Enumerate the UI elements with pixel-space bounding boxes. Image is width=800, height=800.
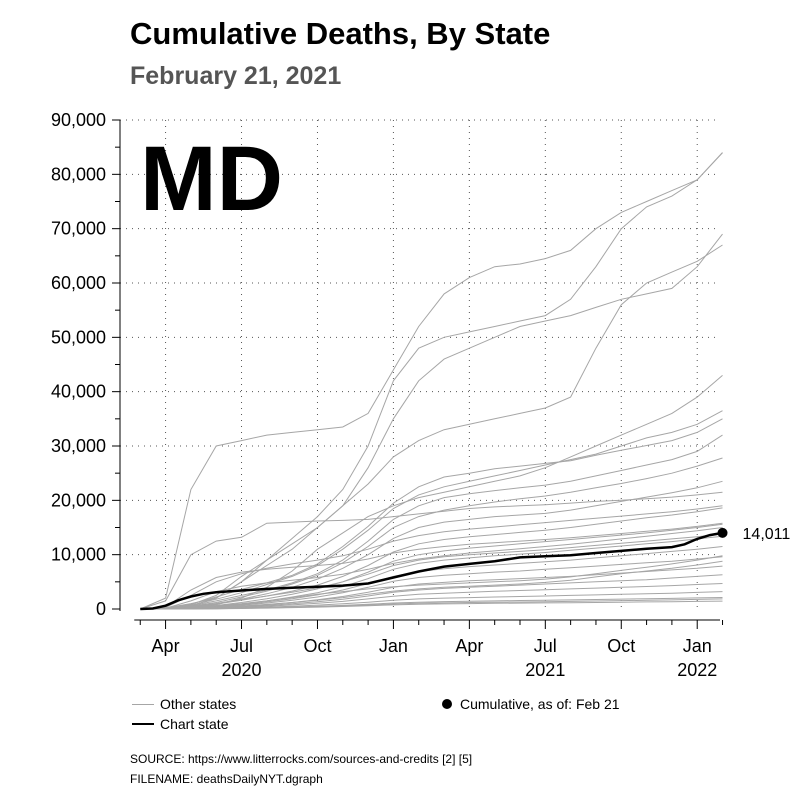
legend-chart-label: Chart state xyxy=(160,716,229,732)
series-line-state-29 xyxy=(140,598,723,610)
legend-chart-state: Chart state xyxy=(132,716,228,732)
y-tick-label: 40,000 xyxy=(51,382,106,402)
x-tick-label: Jan xyxy=(379,636,408,656)
series-line-state-18 xyxy=(140,533,723,610)
series-line-state-1 xyxy=(140,491,723,610)
x-tick-label: Jan xyxy=(683,636,712,656)
x-year-label: 2022 xyxy=(677,660,717,680)
series-line-state-20 xyxy=(140,556,723,610)
end-value-label: 14,011 xyxy=(743,526,791,543)
y-tick-label: 50,000 xyxy=(51,327,106,347)
y-tick-label: 30,000 xyxy=(51,436,106,456)
series-line-state-10 xyxy=(140,457,723,610)
legend-cumulative-label: Cumulative, as of: Feb 21 xyxy=(460,696,620,712)
legend-chart-swatch xyxy=(132,723,154,725)
end-point-marker xyxy=(717,527,728,538)
series-line-state-14 xyxy=(140,522,723,610)
x-tick-label: Jul xyxy=(534,636,557,656)
legend-other-label: Other states xyxy=(160,696,237,712)
series-line-state-17 xyxy=(140,535,723,610)
series-line-state-27 xyxy=(140,555,723,610)
series-line-state-9 xyxy=(140,434,723,610)
y-tick-label: 0 xyxy=(96,599,106,619)
series-line-state-28 xyxy=(140,560,723,610)
y-tick-label: 70,000 xyxy=(51,219,106,239)
x-tick-label: Apr xyxy=(455,636,483,656)
y-tick-label: 90,000 xyxy=(51,110,106,130)
x-tick-label: Oct xyxy=(607,636,635,656)
x-year-label: 2020 xyxy=(221,660,261,680)
chart-title: Cumulative Deaths, By State xyxy=(130,16,551,51)
filename-note: FILENAME: deathsDailyNYT.dgraph xyxy=(130,772,323,786)
series-line-state-7 xyxy=(140,410,723,610)
series-line-state-15 xyxy=(140,523,723,610)
x-tick-label: Jul xyxy=(230,636,253,656)
y-tick-label: 60,000 xyxy=(51,273,106,293)
x-tick-label: Apr xyxy=(152,636,180,656)
series-line-state-16 xyxy=(140,527,723,610)
series-line-state-5 xyxy=(140,244,723,610)
legend-other-swatch xyxy=(132,703,154,705)
y-tick-label: 80,000 xyxy=(51,164,106,184)
series-line-state-2 xyxy=(140,152,723,610)
legend-other-states: Other states xyxy=(132,696,236,712)
x-year-label: 2021 xyxy=(525,660,565,680)
source-note: SOURCE: https://www.litterrocks.com/sour… xyxy=(130,752,473,766)
legend-dot-icon xyxy=(442,699,452,709)
x-tick-label: Oct xyxy=(303,636,331,656)
y-tick-label: 10,000 xyxy=(51,545,106,565)
chart-subtitle: February 21, 2021 xyxy=(130,62,342,90)
series-line-state-22 xyxy=(140,574,723,610)
legend-cumulative: Cumulative, as of: Feb 21 xyxy=(442,696,620,712)
state-label: MD xyxy=(140,128,283,230)
highlight-series-line xyxy=(140,531,723,611)
series-line-state-6 xyxy=(140,375,723,610)
series-line-state-12 xyxy=(140,505,723,610)
series-line-state-4 xyxy=(140,233,723,610)
y-tick-label: 20,000 xyxy=(51,490,106,510)
